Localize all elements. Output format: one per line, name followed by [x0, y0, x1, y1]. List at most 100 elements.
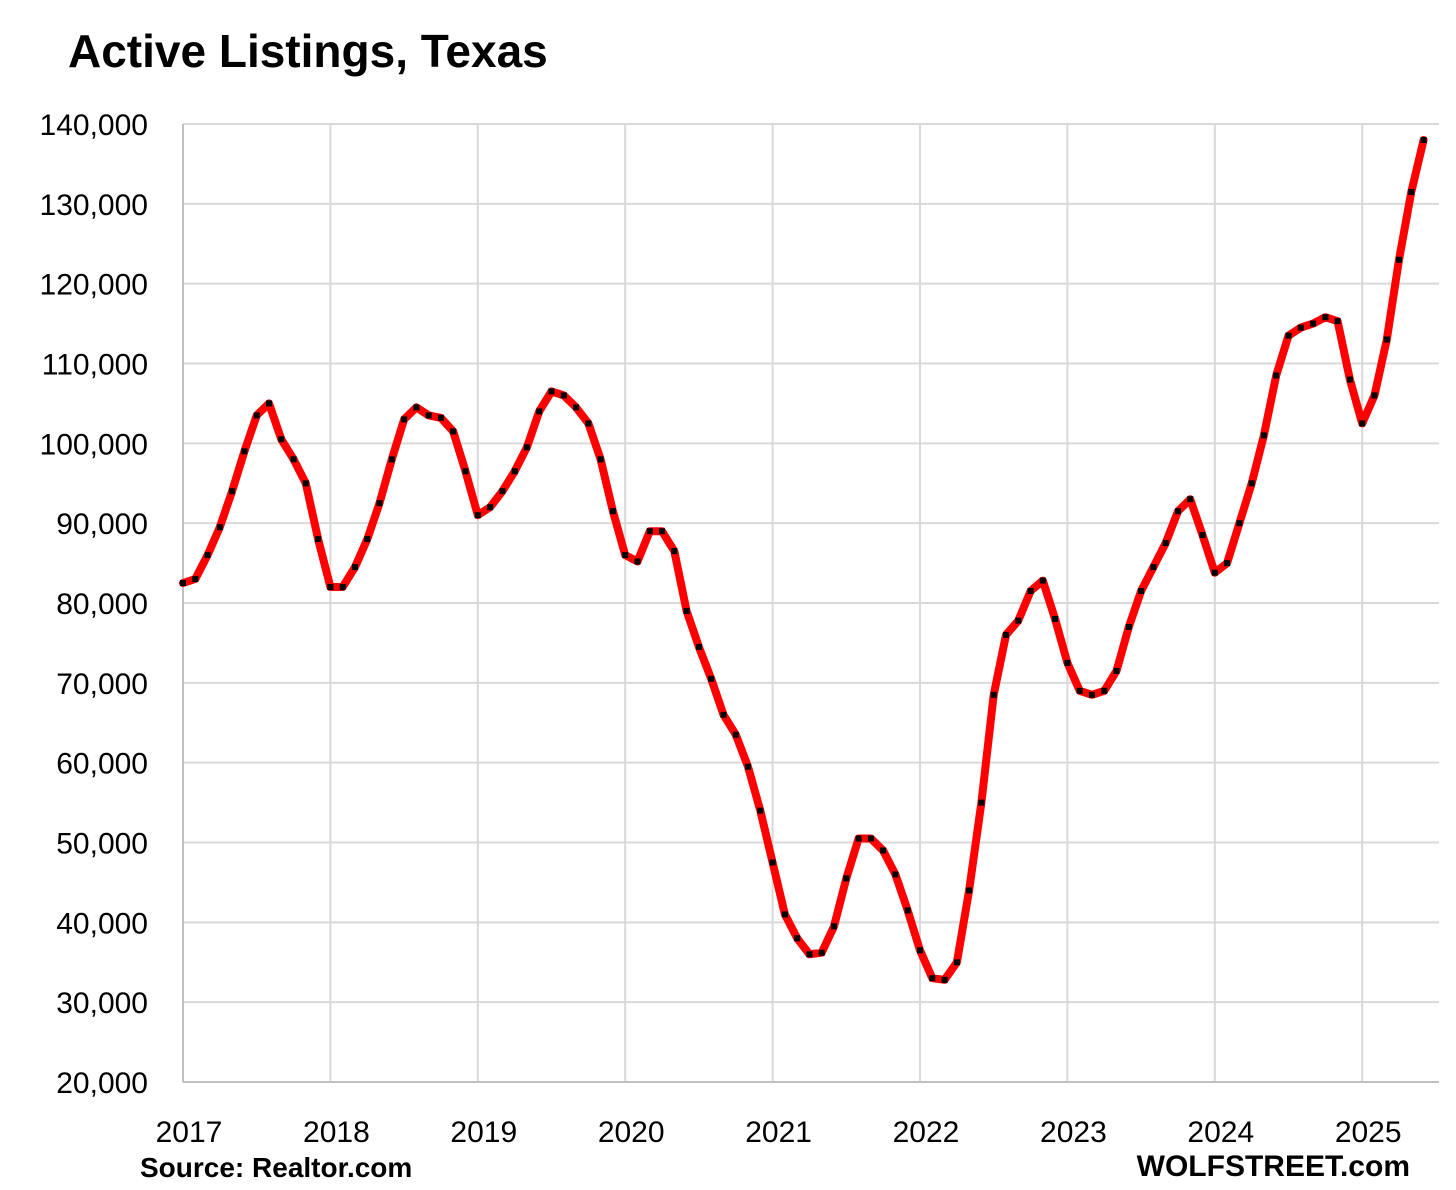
- data-point: [634, 558, 641, 565]
- y-tick-label: 60,000: [56, 748, 148, 781]
- source-note: Source: Realtor.com: [140, 1152, 413, 1183]
- data-point: [953, 959, 960, 966]
- data-point: [241, 448, 248, 455]
- data-point: [1322, 314, 1329, 321]
- x-tick-label: 2017: [156, 1116, 223, 1149]
- data-point: [892, 871, 899, 878]
- data-point: [523, 444, 530, 451]
- data-point: [192, 576, 199, 582]
- data-point: [1162, 540, 1169, 547]
- data-point: [941, 976, 948, 983]
- data-point: [1113, 667, 1120, 674]
- data-point: [917, 947, 923, 954]
- data-point: [806, 951, 813, 958]
- data-point: [216, 524, 223, 531]
- data-point: [376, 500, 383, 507]
- x-tick-label: 2018: [303, 1116, 370, 1149]
- data-point: [1211, 569, 1218, 576]
- data-point: [1334, 318, 1341, 325]
- data-point: [474, 512, 481, 519]
- data-point: [880, 847, 887, 854]
- brand-watermark: WOLFSTREET.com: [1136, 1150, 1410, 1183]
- data-point: [597, 456, 604, 463]
- data-point: [1076, 687, 1083, 694]
- data-point: [978, 799, 985, 806]
- data-point: [1420, 137, 1427, 143]
- data-point: [1187, 496, 1194, 503]
- data-point: [1138, 588, 1145, 594]
- data-point: [1175, 508, 1181, 515]
- data-point: [867, 835, 874, 842]
- data-point: [1064, 659, 1071, 666]
- data-point: [990, 691, 997, 698]
- y-tick-label: 100,000: [40, 428, 148, 461]
- data-point: [413, 404, 420, 411]
- data-point: [1248, 480, 1255, 487]
- data-point: [1371, 392, 1378, 399]
- data-point: [339, 584, 346, 590]
- data-point: [1101, 687, 1108, 694]
- data-point: [1383, 336, 1390, 343]
- data-point: [302, 480, 309, 487]
- data-point: [1273, 372, 1280, 379]
- data-point: [732, 731, 739, 738]
- x-tick-label: 2023: [1040, 1116, 1107, 1149]
- data-point: [695, 643, 702, 650]
- data-point: [1285, 332, 1292, 339]
- data-point: [855, 835, 862, 842]
- data-point: [1015, 617, 1022, 624]
- y-tick-label: 70,000: [56, 668, 148, 701]
- data-point: [757, 807, 764, 814]
- data-point: [425, 412, 432, 419]
- data-point: [204, 552, 211, 559]
- data-point: [708, 675, 715, 682]
- data-point: [536, 408, 543, 415]
- data-point: [560, 392, 567, 399]
- data-point: [1089, 691, 1095, 698]
- gridlines: [183, 123, 1439, 1083]
- y-tick-label: 130,000: [40, 189, 148, 222]
- data-point: [388, 456, 395, 463]
- x-tick-label: 2022: [893, 1116, 960, 1149]
- data-point: [794, 935, 801, 942]
- data-point: [1310, 320, 1317, 327]
- data-point: [1236, 520, 1243, 527]
- data-point: [609, 508, 616, 515]
- y-tick-label: 40,000: [56, 907, 148, 940]
- data-point: [745, 763, 751, 770]
- data-point: [1359, 420, 1366, 427]
- y-tick-label: 50,000: [56, 828, 148, 861]
- data-point: [1027, 588, 1034, 594]
- data-point: [683, 608, 690, 614]
- y-tick-label: 30,000: [56, 987, 148, 1020]
- data-point: [1039, 577, 1046, 584]
- data-point: [843, 875, 850, 882]
- x-tick-label: 2021: [745, 1116, 812, 1149]
- data-point: [1052, 616, 1059, 622]
- data-point: [462, 468, 469, 475]
- axes: [182, 124, 1439, 1083]
- data-point: [966, 887, 973, 894]
- data-point: [1199, 532, 1206, 539]
- data-point: [266, 400, 272, 407]
- data-point: [1346, 376, 1353, 383]
- data-point: [1150, 564, 1157, 571]
- data-point: [352, 564, 358, 571]
- series-line: [179, 136, 1428, 984]
- data-point: [401, 416, 408, 423]
- data-point: [511, 468, 518, 475]
- data-point: [1125, 624, 1132, 630]
- data-point: [904, 907, 911, 914]
- y-tick-label: 80,000: [56, 588, 148, 621]
- x-axis-tick-labels: 2017 2018 2019 2020 2021 2022 2023 2024 2025: [156, 1116, 1402, 1149]
- data-point: [818, 949, 825, 956]
- data-point: [499, 488, 506, 495]
- data-point: [229, 488, 236, 495]
- data-point: [450, 428, 457, 435]
- data-point: [1408, 188, 1415, 195]
- y-tick-label: 20,000: [56, 1067, 148, 1100]
- data-point: [548, 388, 555, 395]
- data-point: [622, 552, 629, 559]
- data-point: [1396, 256, 1402, 263]
- data-point: [315, 536, 322, 543]
